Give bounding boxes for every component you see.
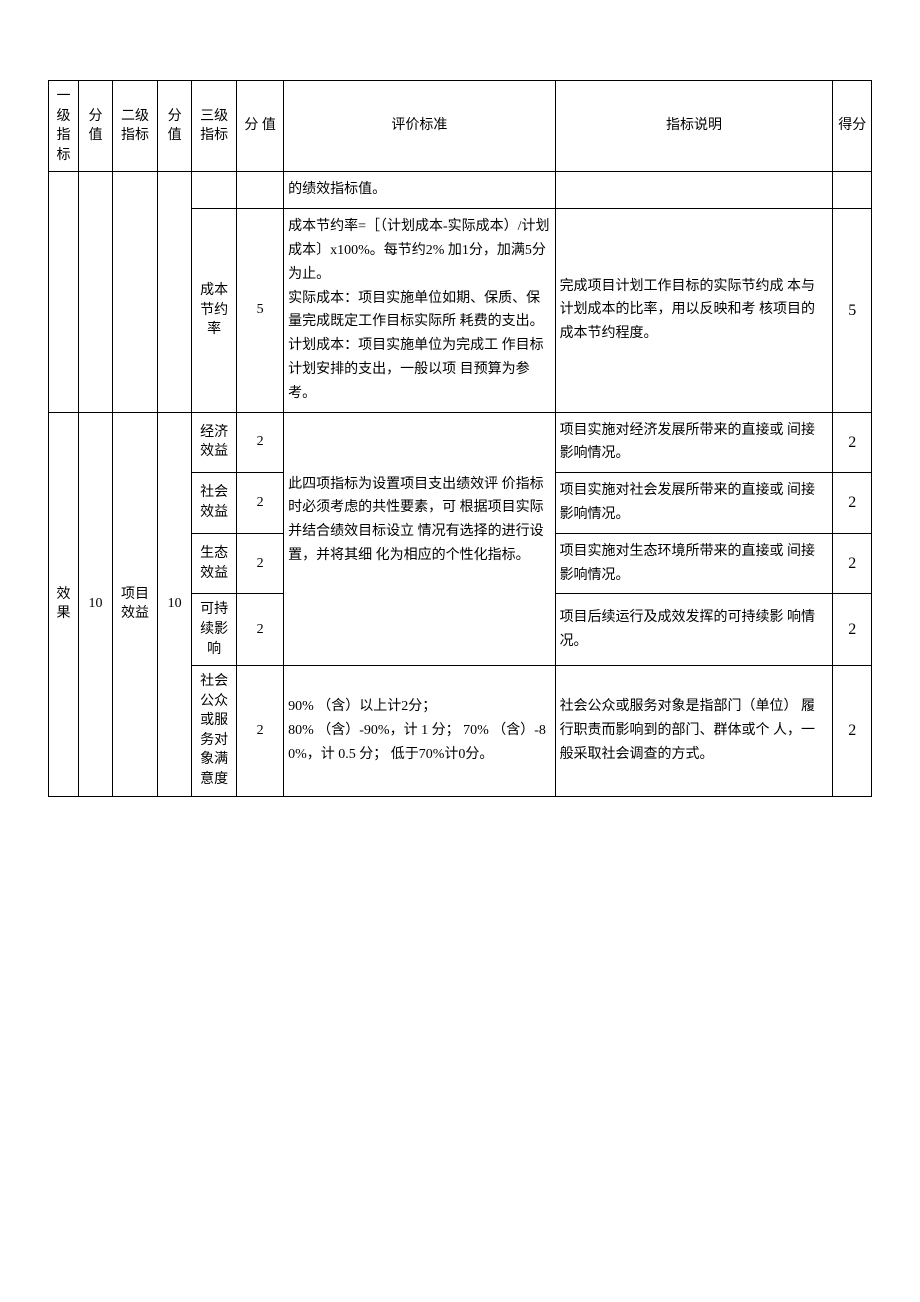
cell-satisfy-result: 2 (833, 666, 872, 797)
cell-eco-sc3: 2 (237, 533, 284, 594)
cell-l1-blank (49, 172, 79, 412)
cell-social-sc3: 2 (237, 473, 284, 534)
header-level2: 二级指标 (113, 81, 158, 172)
cell-standard-fragment: 的绩效指标值。 (284, 172, 555, 209)
cell-satisfy-standard: 90% （含）以上计2分； 80% （含）-90%，计 1 分； 70% （含）… (284, 666, 555, 797)
header-score3: 分 值 (237, 81, 284, 172)
cell-sustain-l3: 可持续影响 (192, 594, 237, 666)
cell-l3-blank (192, 172, 237, 209)
cell-shared-standard: 此四项指标为设置项目支出绩效评 价指标时必须考虑的共性要素，可 根据项目实际并结… (284, 412, 555, 666)
cell-sustain-sc3: 2 (237, 594, 284, 666)
cell-social-l3: 社会效益 (192, 473, 237, 534)
cell-eco-explain: 项目实施对生态环境所带来的直接或 间接影响情况。 (555, 533, 833, 594)
evaluation-table: 一级指标 分值 二级指标 分值 三级指标 分 值 评价标准 指标说明 得分 的绩… (48, 80, 872, 797)
cell-satisfy-l3: 社会公众或服务对象满意度 (192, 666, 237, 797)
cell-effect-sc1: 10 (78, 412, 112, 796)
header-standard: 评价标准 (284, 81, 555, 172)
header-level3: 三级指标 (192, 81, 237, 172)
cell-econ-result: 2 (833, 412, 872, 473)
header-level1: 一级指标 (49, 81, 79, 172)
cell-l2-blank (113, 172, 158, 412)
row-econ: 效果 10 项目效益 10 经济效益 2 此四项指标为设置项目支出绩效评 价指标… (49, 412, 872, 473)
cell-eco-l3: 生态效益 (192, 533, 237, 594)
cell-social-explain: 项目实施对社会发展所带来的直接或 间接影响情况。 (555, 473, 833, 534)
cell-cost-result: 5 (833, 209, 872, 412)
cell-cost-explain: 完成项目计划工作目标的实际节约成 本与计划成本的比率，用以反映和考 核项目的成本… (555, 209, 833, 412)
cell-cost-l3: 成本节约率 (192, 209, 237, 412)
cell-effect-l2: 项目效益 (113, 412, 158, 796)
header-result: 得分 (833, 81, 872, 172)
cell-eco-result: 2 (833, 533, 872, 594)
cell-sustain-result: 2 (833, 594, 872, 666)
cell-satisfy-sc3: 2 (237, 666, 284, 797)
cell-effect-sc2: 10 (158, 412, 192, 796)
cell-sustain-explain: 项目后续运行及成效发挥的可持续影 响情况。 (555, 594, 833, 666)
cell-social-result: 2 (833, 473, 872, 534)
cell-econ-explain: 项目实施对经济发展所带来的直接或 间接影响情况。 (555, 412, 833, 473)
cell-cost-standard: 成本节约率=［（计划成本-实际成本）/计划成本〕x100%。每节约2% 加1分，… (284, 209, 555, 412)
cell-satisfy-explain: 社会公众或服务对象是指部门（单位） 履行职责而影响到的部门、群体或个 人，一般采… (555, 666, 833, 797)
cell-econ-sc3: 2 (237, 412, 284, 473)
header-score2: 分值 (158, 81, 192, 172)
header-score1: 分值 (78, 81, 112, 172)
header-explain: 指标说明 (555, 81, 833, 172)
cell-result-blank (833, 172, 872, 209)
cell-econ-l3: 经济效益 (192, 412, 237, 473)
cell-effect-l1: 效果 (49, 412, 79, 796)
cell-sc1-blank (78, 172, 112, 412)
cell-sc3-blank (237, 172, 284, 209)
cell-explain-blank (555, 172, 833, 209)
cell-cost-sc3: 5 (237, 209, 284, 412)
row-fragment: 的绩效指标值。 (49, 172, 872, 209)
table-header-row: 一级指标 分值 二级指标 分值 三级指标 分 值 评价标准 指标说明 得分 (49, 81, 872, 172)
cell-sc2-blank (158, 172, 192, 412)
